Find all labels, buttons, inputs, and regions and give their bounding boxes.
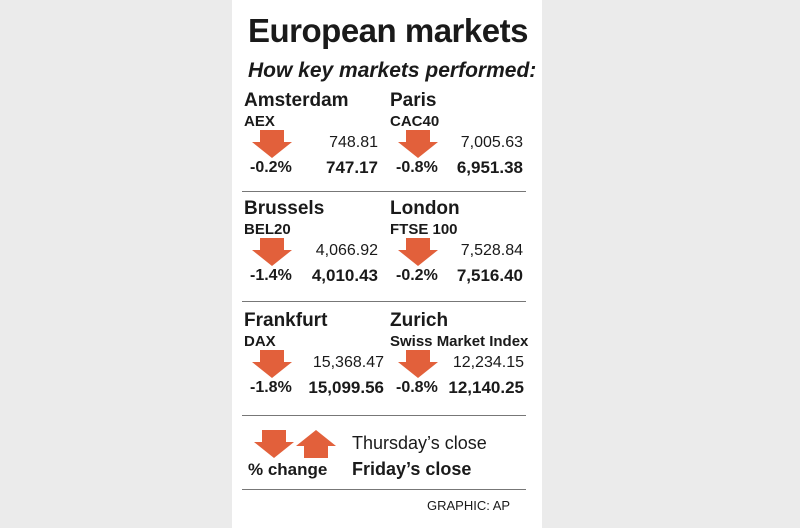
legend-thursday-close: Thursday’s close bbox=[352, 433, 487, 453]
friday-close-value: 747.17 bbox=[326, 158, 378, 177]
thursday-close-value: 7,005.63 bbox=[460, 134, 523, 151]
market-zurich: Zurich Swiss Market Index 12,234.15 -0.8% 12… bbox=[390, 310, 528, 412]
thursday-close-value: 4,066.92 bbox=[315, 242, 378, 259]
divider-credit bbox=[242, 489, 526, 490]
pct-change-value: -0.8% bbox=[396, 379, 438, 396]
market-brussels: Brussels BEL20 4,066.92 -1.4% 4,010.43 bbox=[244, 198, 378, 300]
market-city: Paris bbox=[390, 90, 437, 111]
friday-close-value: 4,010.43 bbox=[311, 266, 378, 285]
market-index: FTSE 100 bbox=[390, 221, 458, 238]
friday-close-value: 7,516.40 bbox=[456, 266, 523, 285]
market-city: London bbox=[390, 198, 460, 219]
up-arrow-icon bbox=[296, 430, 336, 458]
market-index: Swiss Market Index bbox=[390, 333, 529, 350]
market-index: BEL20 bbox=[244, 221, 291, 238]
divider-row-1 bbox=[242, 191, 526, 192]
friday-close-value: 15,099.56 bbox=[308, 378, 384, 397]
thursday-close-value: 12,234.15 bbox=[452, 354, 524, 371]
legend-pct-change: % change bbox=[248, 460, 328, 479]
market-frankfurt: Frankfurt DAX 15,368.47 -1.8% 15,099.56 bbox=[244, 310, 384, 412]
pct-change-value: -0.2% bbox=[250, 159, 292, 176]
down-arrow-icon bbox=[398, 130, 438, 158]
thursday-close-value: 15,368.47 bbox=[312, 354, 384, 371]
divider-row-3 bbox=[242, 415, 526, 416]
chart-subtitle: How key markets performed: bbox=[248, 59, 537, 82]
market-city: Frankfurt bbox=[244, 310, 328, 331]
thursday-close-value: 748.81 bbox=[329, 134, 378, 151]
market-london: London FTSE 100 7,528.84 -0.2% 7,516.40 bbox=[390, 198, 523, 300]
down-arrow-icon bbox=[252, 130, 292, 158]
divider-row-2 bbox=[242, 301, 526, 302]
market-index: CAC40 bbox=[390, 113, 440, 130]
graphic-credit: GRAPHIC: AP bbox=[427, 498, 511, 513]
pct-change-value: -1.8% bbox=[250, 379, 292, 396]
thursday-close-value: 7,528.84 bbox=[460, 242, 523, 259]
friday-close-value: 12,140.25 bbox=[448, 378, 524, 397]
friday-close-value: 6,951.38 bbox=[456, 158, 523, 177]
down-arrow-icon bbox=[398, 350, 438, 378]
chart-title: European markets bbox=[248, 12, 528, 49]
market-paris: Paris CAC40 7,005.63 -0.8% 6,951.38 bbox=[390, 90, 523, 192]
market-city: Amsterdam bbox=[244, 90, 349, 111]
market-amsterdam: Amsterdam AEX 748.81 -0.2% 747.17 bbox=[244, 90, 378, 192]
down-arrow-icon bbox=[398, 238, 438, 266]
pct-change-value: -0.2% bbox=[396, 267, 438, 284]
market-city: Zurich bbox=[390, 310, 449, 331]
pct-change-value: -0.8% bbox=[396, 159, 438, 176]
down-arrow-icon bbox=[252, 350, 292, 378]
market-city: Brussels bbox=[244, 198, 325, 219]
down-arrow-icon bbox=[254, 430, 294, 458]
pct-change-value: -1.4% bbox=[250, 267, 292, 284]
legend-friday-close: Friday’s close bbox=[352, 459, 472, 479]
market-index: DAX bbox=[244, 333, 276, 350]
down-arrow-icon bbox=[252, 238, 292, 266]
market-index: AEX bbox=[244, 113, 275, 130]
